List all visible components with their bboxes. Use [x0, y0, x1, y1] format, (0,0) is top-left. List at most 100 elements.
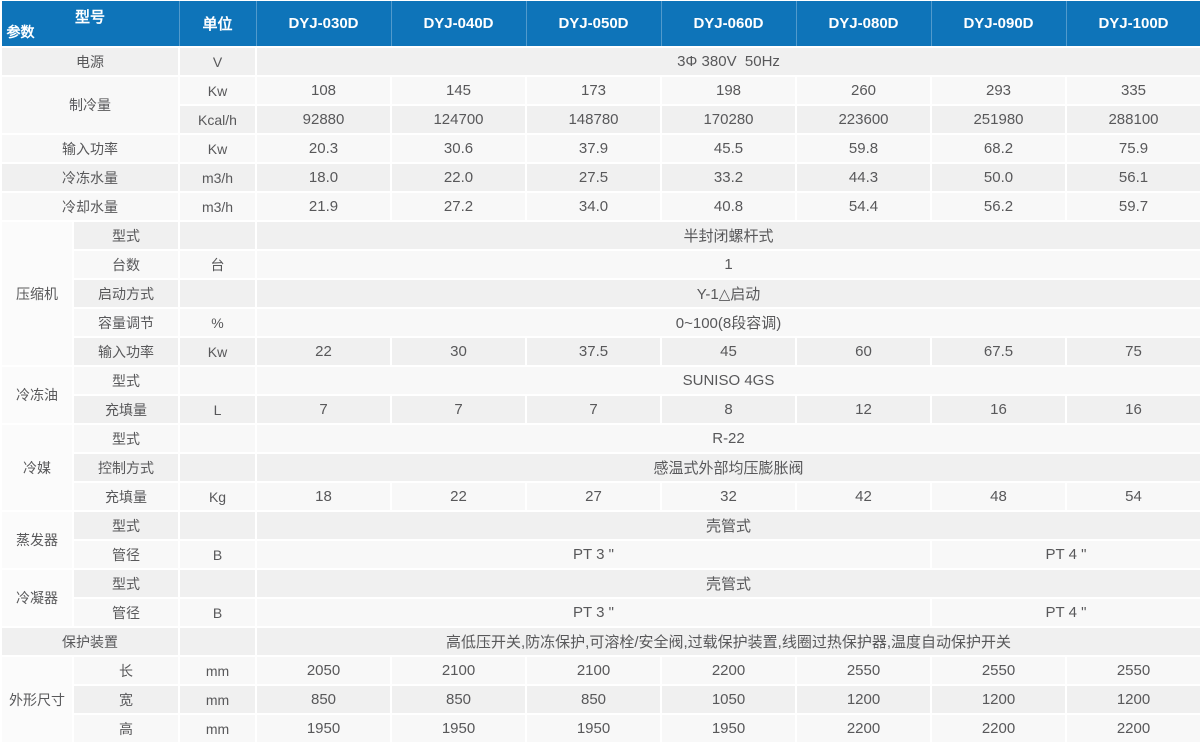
unit-cell: mm: [178, 655, 257, 686]
table-row: 输入功率 Kw 20.3 30.6 37.9 45.5 59.8 68.2 75.9: [0, 133, 1200, 164]
table-row: 控制方式 感温式外部均压膨胀阀: [1, 452, 1200, 483]
table-row: 冷冻油 型式 SUNISO 4GS: [0, 365, 1200, 425]
row-label: 制冷量: [0, 75, 180, 135]
table-row: 压缩机 型式 半封闭螺杆式: [0, 220, 1200, 367]
sub-label: 型式: [72, 568, 180, 599]
unit-cell: B: [178, 539, 257, 570]
unit-cell: Kw: [178, 75, 257, 106]
unit-cell: [178, 626, 257, 657]
value-cell: 8: [660, 394, 797, 425]
value-cell: 3Φ 380V 50Hz: [255, 46, 1200, 77]
table-row: 容量调节% 0~100(8段容调): [1, 307, 1200, 338]
value-cell: 850: [390, 684, 527, 715]
row-label: 电源: [0, 46, 180, 77]
value-cell: 高低压开关,防冻保护,可溶栓/安全阀,过载保护装置,线圈过热保护器,温度自动保护…: [255, 626, 1200, 657]
value-cell: 2200: [930, 713, 1067, 744]
value-cell: 67.5: [930, 336, 1067, 367]
value-cell: 2200: [795, 713, 932, 744]
value-cell: 1950: [390, 713, 527, 744]
value-cell: 260: [795, 75, 932, 106]
value-cell: 18.0: [255, 162, 392, 193]
table-row: 冷冻水量 m3/h 18.0 22.0 27.5 33.2 44.3 50.0 56.1: [0, 162, 1200, 193]
sub-label: 宽: [72, 684, 180, 715]
sub-label: 型式: [72, 220, 180, 251]
value-cell: 27.5: [525, 162, 662, 193]
sub-label: 高: [72, 713, 180, 744]
value-cell: 12: [795, 394, 932, 425]
unit-cell: L: [178, 394, 257, 425]
unit-cell: B: [178, 597, 257, 628]
value-cell: 45.5: [660, 133, 797, 164]
value-cell: PT 4 ": [930, 597, 1200, 628]
unit-cell: V: [178, 46, 257, 77]
value-cell: 壳管式: [255, 568, 1200, 599]
table-row: 外形尺寸长 mm 2050 2100 2100 2200 2550 2550 2550: [0, 655, 1200, 744]
value-cell: 173: [525, 75, 662, 106]
value-cell: 60: [795, 336, 932, 367]
sub-label: 管径: [72, 597, 180, 628]
table-row: 充填量 L 7 7 7 8 12 16 16: [1, 394, 1200, 425]
value-cell: 40.8: [660, 191, 797, 222]
value-cell: 半封闭螺杆式: [255, 220, 1200, 251]
value-cell: 335: [1065, 75, 1200, 106]
unit-cell: %: [178, 307, 257, 338]
value-cell: 251980: [930, 104, 1067, 135]
value-cell: 20.3: [255, 133, 392, 164]
table-row: 管径 B PT 3 " PT 4 ": [1, 597, 1200, 628]
value-cell: 37.5: [525, 336, 662, 367]
value-cell: 1950: [525, 713, 662, 744]
group-label: 蒸发器: [0, 510, 74, 570]
table-row: 保护装置 高低压开关,防冻保护,可溶栓/安全阀,过载保护装置,线圈过热保护器,温度…: [0, 626, 1200, 657]
unit-column-header: 单位: [178, 0, 257, 48]
value-cell: 92880: [255, 104, 392, 135]
table-row: 启动方式 Y-1△启动: [1, 278, 1200, 309]
unit-cell: [178, 452, 257, 483]
value-cell: 56.1: [1065, 162, 1200, 193]
unit-cell: m3/h: [178, 162, 257, 193]
value-cell: 59.8: [795, 133, 932, 164]
value-cell: R-22: [255, 423, 1200, 454]
value-cell: 75: [1065, 336, 1200, 367]
unit-cell: [178, 423, 257, 454]
value-cell: PT 4 ": [930, 539, 1200, 570]
row-label: 冷冻水量: [0, 162, 180, 193]
table-row: 高 mm 1950 1950 1950 1950 2200 2200 2200: [1, 713, 1200, 744]
table-row: 充填量 Kg 18 22 27 32 42 48 54: [1, 481, 1200, 512]
value-cell: 16: [930, 394, 1067, 425]
group-label: 外形尺寸: [0, 655, 74, 744]
table-row: 制冷量 Kw 108 145 173 198 260 293 335: [0, 75, 1200, 135]
value-cell: 30.6: [390, 133, 527, 164]
value-cell: 1950: [660, 713, 797, 744]
sub-label: 长: [72, 655, 180, 686]
value-cell: 1200: [930, 684, 1067, 715]
value-cell: 1200: [1065, 684, 1200, 715]
value-cell: 22.0: [390, 162, 527, 193]
model-column-header: DYJ-100D: [1065, 0, 1200, 48]
value-cell: 50.0: [930, 162, 1067, 193]
value-cell: 27.2: [390, 191, 527, 222]
sub-label: 充填量: [72, 394, 180, 425]
value-cell: 124700: [390, 104, 527, 135]
value-cell: 7: [255, 394, 392, 425]
value-cell: 7: [525, 394, 662, 425]
unit-cell: [178, 568, 257, 599]
value-cell: 壳管式: [255, 510, 1200, 541]
value-cell: 2550: [930, 655, 1067, 686]
model-column-header: DYJ-030D: [255, 0, 392, 48]
unit-cell: mm: [178, 713, 257, 744]
unit-cell: Kg: [178, 481, 257, 512]
value-cell: 22: [255, 336, 392, 367]
model-column-header: DYJ-090D: [930, 0, 1067, 48]
value-cell: 2100: [390, 655, 527, 686]
sub-label: 型式: [72, 423, 180, 454]
value-cell: 2550: [795, 655, 932, 686]
table-row: Kcal/h 92880 124700 148780 170280 223600 25198…: [1, 104, 1200, 135]
value-cell: 42: [795, 481, 932, 512]
model-column-header: DYJ-080D: [795, 0, 932, 48]
value-cell: 148780: [525, 104, 662, 135]
value-cell: 75.9: [1065, 133, 1200, 164]
value-cell: 850: [255, 684, 392, 715]
table-row: 蒸发器 型式 壳管式: [0, 510, 1200, 570]
model-column-header: DYJ-050D: [525, 0, 662, 48]
